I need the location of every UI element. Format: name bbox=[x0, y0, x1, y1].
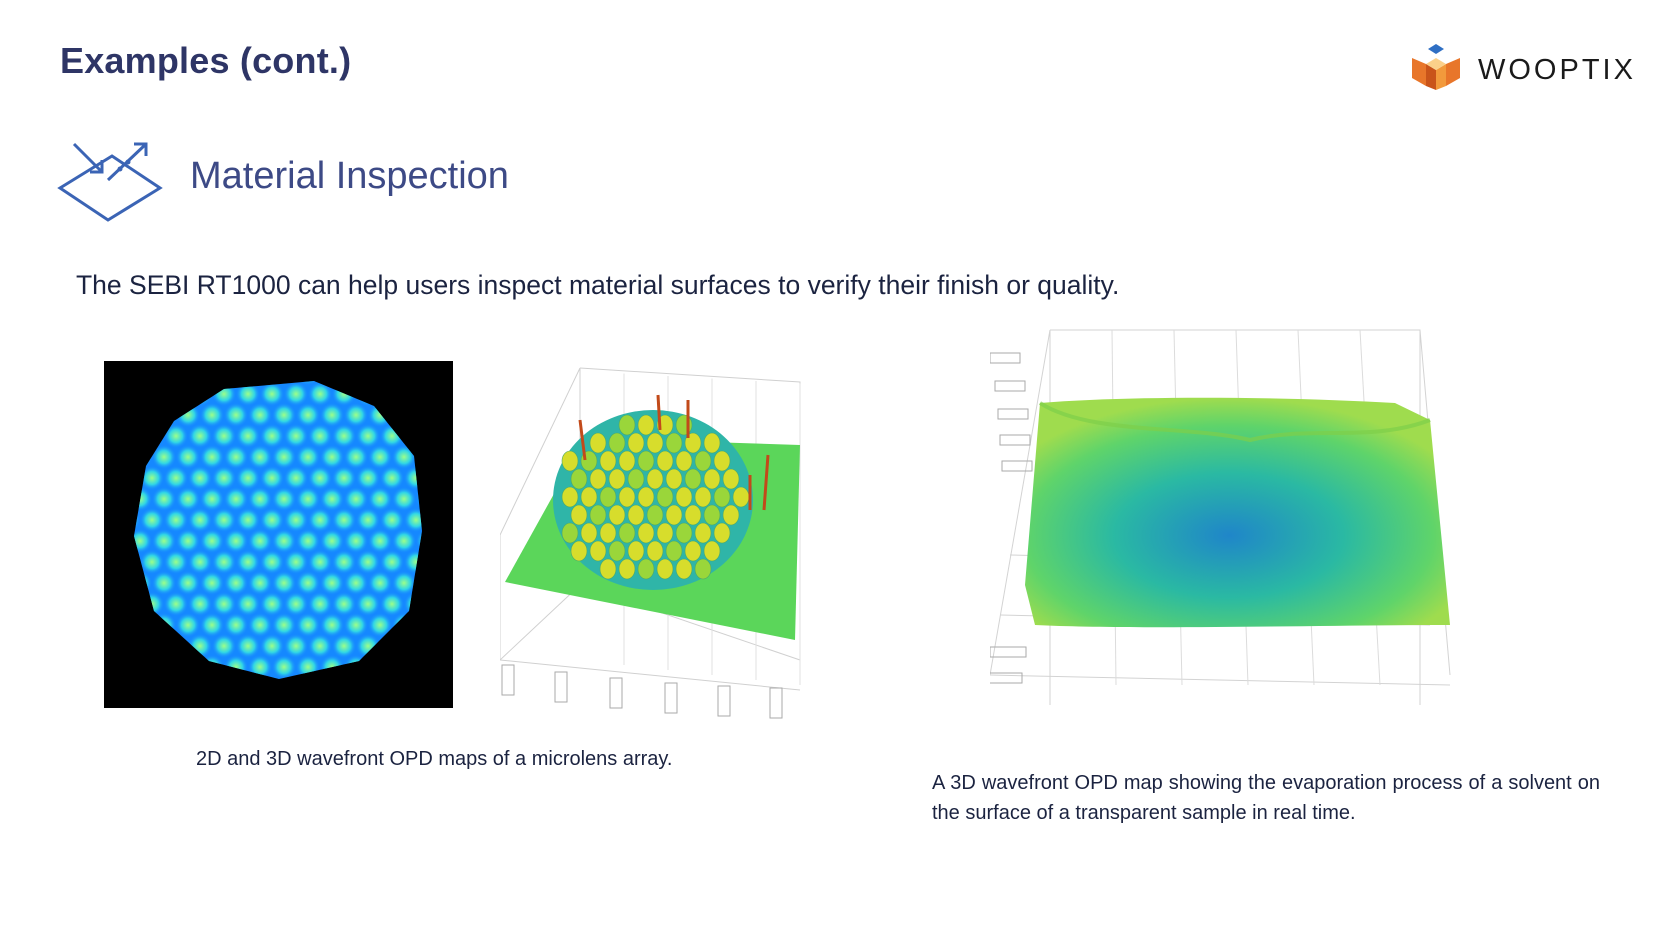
material-inspection-icon bbox=[56, 142, 164, 224]
brand-name: WOOPTIX bbox=[1478, 54, 1636, 86]
opd-3d-solvent-image bbox=[981, 325, 1580, 745]
figure-caption-microlens: 2D and 3D wavefront OPD maps of a microl… bbox=[196, 748, 673, 770]
intro-text: The SEBI RT1000 can help users inspect m… bbox=[76, 270, 1120, 300]
opd-3d-microlens-image bbox=[499, 360, 870, 720]
slide-title: Examples (cont.) bbox=[60, 40, 352, 81]
opd-2d-map-image bbox=[104, 361, 453, 708]
microlens-2d-map bbox=[134, 381, 422, 679]
brand-logo: WOOPTIX bbox=[1408, 42, 1638, 102]
section-title: Material Inspection bbox=[190, 155, 509, 197]
wooptix-logo-icon bbox=[1412, 44, 1460, 90]
figure-caption-solvent: A 3D wavefront OPD map showing the evapo… bbox=[932, 772, 1600, 824]
